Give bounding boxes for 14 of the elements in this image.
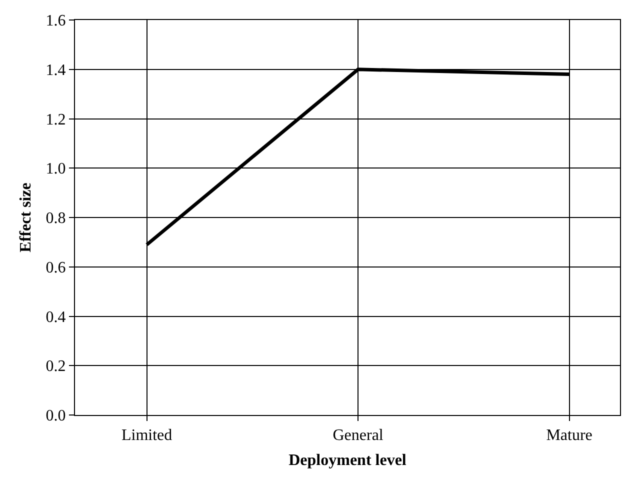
y-tick-label: 0.0 [46, 408, 66, 425]
y-tick-label: 1.6 [46, 12, 66, 30]
y-tick-label: 0.6 [46, 259, 66, 276]
y-tick-label: 0.8 [46, 210, 66, 228]
x-tick-label: Mature [546, 427, 592, 444]
y-axis-title: Effect size [18, 182, 35, 252]
y-tick-label: 0.4 [46, 308, 66, 326]
y-tick-label: 1.0 [46, 160, 66, 178]
y-tick-label: 0.2 [46, 358, 66, 376]
y-tick-label: 1.4 [46, 62, 66, 79]
x-tick-label: Limited [121, 427, 172, 444]
x-axis-title: Deployment level [288, 452, 407, 469]
y-tick-label: 1.2 [46, 111, 66, 128]
x-tick-label: General [332, 427, 384, 444]
